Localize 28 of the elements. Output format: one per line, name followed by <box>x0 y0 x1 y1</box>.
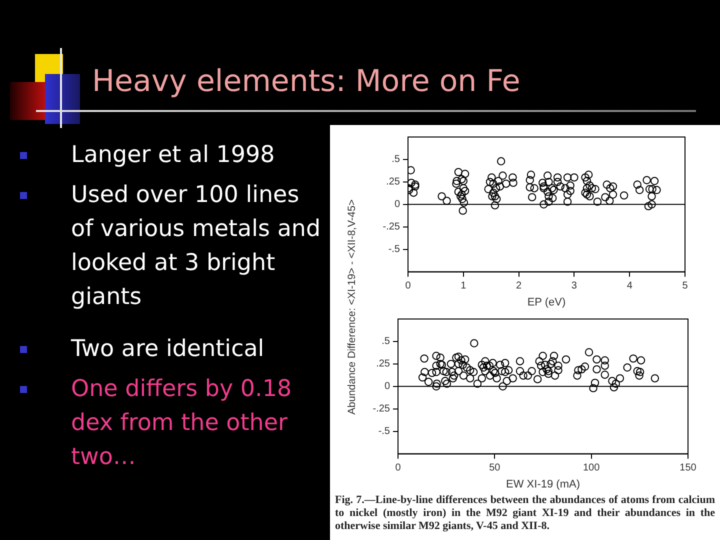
x-tick-label: 5 <box>682 280 688 292</box>
x-axis-title: EW XI-19 (mA) <box>506 478 580 490</box>
y-tick-label: -.5 <box>388 244 400 256</box>
x-tick-label: 2 <box>516 280 522 292</box>
y-tick-label: .25 <box>376 358 390 370</box>
text: Used over 100 lines of various metals and looked at 3 bright giants <box>71 181 321 312</box>
y-tick-label: -.5 <box>378 426 390 438</box>
x-tick-label: 100 <box>582 462 600 474</box>
x-tick-label: 150 <box>680 462 697 474</box>
x-axis-title: EP (eV) <box>527 296 566 308</box>
x-tick-label: 1 <box>460 280 467 292</box>
y-tick-label: .5 <box>382 336 390 348</box>
x-tick-label: 0 <box>405 280 412 292</box>
text: Langer et al 1998 <box>71 141 276 170</box>
y-tick-label: 0 <box>394 199 400 210</box>
text: Heavy elements: More on Fe <box>92 64 520 99</box>
y-tick-label: .25 <box>386 176 400 188</box>
caption: Fig. 7.—Line-by-line differences between the abundances of atoms from calcium to nickel (mostly iron) in the M92 giant XI-19 and their abundances in the otherwise similar M92 giants, V-45 and XII-8. <box>335 494 715 533</box>
x-tick-label: 3 <box>571 280 578 292</box>
text: One differs by 0.18 dex from the other two… <box>71 375 293 472</box>
y-tick-label: 0 <box>384 381 390 392</box>
y-tick-label: .5 <box>392 154 400 166</box>
y-tick-label: -.25 <box>382 222 400 233</box>
x-tick-label: 50 <box>489 462 501 474</box>
y-tick-label: -.25 <box>372 404 390 415</box>
text: Two are identical <box>71 335 266 364</box>
y-axis-title: Abundance Difference: <XI-19> - <XII-8,V-45> <box>346 198 358 417</box>
x-tick-label: 4 <box>626 280 633 292</box>
